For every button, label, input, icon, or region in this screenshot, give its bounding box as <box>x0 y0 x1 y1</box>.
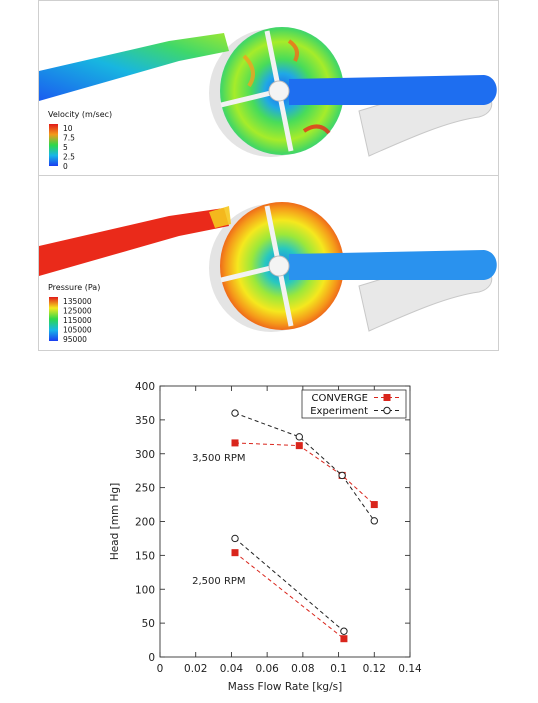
y-tick-label: 250 <box>135 483 155 495</box>
legend-marker-experiment <box>383 406 391 415</box>
x-tick-label: 0.02 <box>184 663 207 675</box>
x-tick-label: 0.06 <box>255 663 279 675</box>
y-tick-label: 150 <box>135 550 155 562</box>
velocity-tick: 10 <box>63 124 73 133</box>
y-axis-label: Head [mm Hg] <box>109 483 121 560</box>
legend-label-converge: CONVERGE <box>311 393 368 404</box>
velocity-tick: 2.5 <box>63 153 75 162</box>
series-line-experiment <box>234 538 345 632</box>
annotation-2500-rpm: 2,500 RPM <box>192 576 245 587</box>
data-point-experiment <box>231 409 239 417</box>
pressure-tick: 115000 <box>63 316 92 325</box>
x-tick-label: 0.08 <box>291 663 314 675</box>
velocity-tick: 0 <box>63 162 68 171</box>
data-point-converge <box>231 439 239 447</box>
velocity-tick: 7.5 <box>63 134 75 143</box>
y-tick-label: 350 <box>135 415 155 427</box>
pressure-tick: 135000 <box>63 297 92 306</box>
head-vs-flow-chart: 0 0.02 0.04 0.06 0.08 0.1 0.12 0.14 0 50 100 150 200… <box>109 381 422 693</box>
chart-plot-area <box>231 409 378 643</box>
x-tick-label: 0.04 <box>220 663 244 675</box>
legend-marker-converge <box>383 394 391 401</box>
pressure-tick: 125000 <box>63 307 92 316</box>
outlet-pipe <box>289 75 497 105</box>
data-point-experiment <box>338 471 346 480</box>
series-line-converge <box>234 552 345 640</box>
pressure-contour-image: Pressure (Pa) 135000 125000 115000 10500… <box>39 202 497 344</box>
series-line-experiment <box>234 412 375 522</box>
data-point-converge <box>370 501 378 509</box>
x-tick-label: 0.12 <box>363 663 386 675</box>
pressure-colorbar <box>49 297 58 341</box>
annotation-3500-rpm: 3,500 RPM <box>192 453 245 464</box>
y-tick-label: 0 <box>148 652 155 664</box>
y-tick-label: 50 <box>142 618 155 630</box>
data-point-experiment <box>231 534 239 543</box>
outlet-pipe <box>289 250 497 280</box>
series-line-converge <box>234 442 375 505</box>
pressure-tick: 105000 <box>63 326 92 335</box>
y-tick-label: 300 <box>135 449 155 461</box>
velocity-contour-panel: Velocity (m/sec) 10 7.5 5 2.5 0 <box>38 0 499 176</box>
data-point-converge <box>340 635 348 643</box>
inlet-pipe <box>39 33 229 101</box>
data-point-experiment <box>370 517 378 525</box>
x-axis-label: Mass Flow Rate [kg/s] <box>228 681 342 693</box>
x-tick-label: 0 <box>157 663 164 675</box>
velocity-contour-image: Velocity (m/sec) 10 7.5 5 2.5 0 <box>39 27 497 171</box>
data-point-experiment <box>295 433 303 441</box>
data-point-converge <box>295 442 303 450</box>
chart-legend: CONVERGE Experiment <box>301 389 407 419</box>
x-tick-label: 0.1 <box>330 663 347 675</box>
legend-label-experiment: Experiment <box>310 406 368 417</box>
inlet-pipe <box>39 208 229 276</box>
pressure-legend-title: Pressure (Pa) <box>48 283 100 292</box>
velocity-colorbar <box>49 124 58 166</box>
data-point-experiment <box>340 627 348 635</box>
pressure-tick: 95000 <box>63 335 87 344</box>
hub <box>268 255 290 277</box>
hub <box>268 80 290 102</box>
velocity-legend-title: Velocity (m/sec) <box>48 110 112 119</box>
y-tick-label: 400 <box>135 381 155 393</box>
velocity-tick: 5 <box>63 143 68 152</box>
y-tick-label: 200 <box>135 517 155 529</box>
y-tick-label: 100 <box>135 584 155 596</box>
chart-ticks: 0 0.02 0.04 0.06 0.08 0.1 0.12 0.14 0 50 100 150 200… <box>135 381 422 675</box>
pressure-contour-panel: Pressure (Pa) 135000 125000 115000 10500… <box>38 175 499 351</box>
data-point-converge <box>231 549 239 557</box>
x-tick-label: 0.14 <box>398 663 422 675</box>
